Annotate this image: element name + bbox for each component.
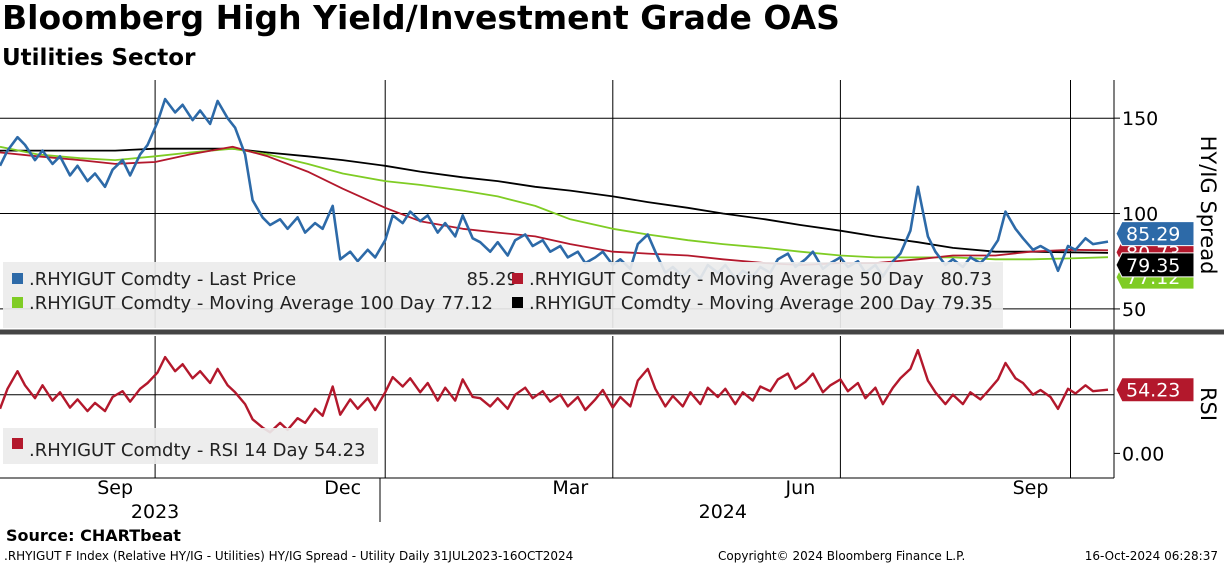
legend-label-ma50: .RHYIGUT Comdty - Moving Average 50 Day — [529, 269, 924, 290]
legend-label-last_price: .RHYIGUT Comdty - Last Price — [29, 269, 296, 290]
rsi-y-tick-label: 0.00 — [1122, 443, 1164, 465]
series-line-ma200 — [0, 147, 1109, 254]
last-value-last_price-tag — [1115, 221, 1195, 247]
last-value-last_price-tag-label: 85.29 — [1126, 224, 1180, 246]
legend-label-ma200: .RHYIGUT Comdty - Moving Average 200 Day — [529, 293, 935, 314]
last-value-ma200-tag-label: 79.35 — [1126, 255, 1180, 277]
chart-title: Bloomberg High Yield/Investment Grade OA… — [2, 0, 840, 37]
legend-swatch-rsi — [12, 438, 23, 449]
series-line-ma50 — [0, 145, 1109, 266]
x-year-label: 2023 — [131, 501, 179, 523]
series-line-ma100 — [0, 145, 1109, 261]
legend-swatch-ma100 — [12, 297, 23, 308]
price-legend-box — [3, 262, 1003, 328]
legend-swatch-ma50 — [512, 273, 523, 284]
legend-label-rsi: .RHYIGUT Comdty - RSI 14 Day 54.23 — [29, 440, 365, 461]
x-tick-label: Sep — [97, 477, 133, 499]
chart-frame — [0, 80, 1224, 522]
legend-value-ma100: 77.12 — [441, 293, 493, 314]
rsi-series-line — [0, 348, 1109, 434]
price-series-lines — [0, 97, 1109, 280]
rsi-grid — [0, 336, 1114, 478]
x-tick-label: Mar — [552, 477, 588, 499]
source-label: Source: CHARTbeat — [6, 526, 181, 545]
price-y-tick-label: 100 — [1122, 204, 1158, 226]
last-value-ma200-tag — [1115, 252, 1195, 278]
price-y-tick-label: 50 — [1122, 299, 1146, 321]
series-line-rsi — [0, 348, 1109, 434]
price-legend: .RHYIGUT Comdty - Last Price 85.29 .RHYIGU… — [3, 262, 1003, 328]
footer-copyright: Copyright© 2024 Bloomberg Finance L.P. — [718, 549, 966, 563]
x-year-label: 2024 — [699, 501, 747, 523]
price-y-axis-title: HY/IG Spread — [1196, 136, 1220, 275]
last-value-rsi-tag-label: 54.23 — [1126, 380, 1180, 402]
rsi-legend: .RHYIGUT Comdty - RSI 14 Day 54.23 — [3, 428, 378, 464]
rsi-y-axis-title: RSI — [1196, 387, 1220, 421]
legend-value-ma50: 80.73 — [940, 269, 992, 290]
footer-timestamp: 16-Oct-2024 06:28:37 — [1084, 549, 1218, 563]
price-y-tick-label: 150 — [1122, 108, 1158, 130]
legend-value-last_price: 85.29 — [466, 269, 518, 290]
rsi-y-axis: 0.00 RSI — [1114, 387, 1220, 465]
legend-value-ma200: 79.35 — [941, 293, 993, 314]
x-tick-label: Dec — [324, 477, 361, 499]
rsi-legend-box — [3, 428, 378, 464]
legend-swatch-ma200 — [512, 297, 523, 308]
x-tick-label: Jun — [785, 477, 816, 499]
price-y-axis: 150 100 50 HY/IG Spread — [1114, 108, 1220, 321]
chart-subtitle: Utilities Sector — [2, 45, 196, 71]
last-value-rsi-tag — [1115, 377, 1195, 403]
legend-swatch-last_price — [12, 273, 23, 284]
series-line-last_price — [0, 97, 1109, 280]
footer-description: .RHYIGUT F Index (Relative HY/IG - Utili… — [4, 549, 574, 563]
legend-label-ma100: .RHYIGUT Comdty - Moving Average 100 Day — [29, 293, 435, 314]
x-tick-label: Sep — [1013, 477, 1049, 499]
